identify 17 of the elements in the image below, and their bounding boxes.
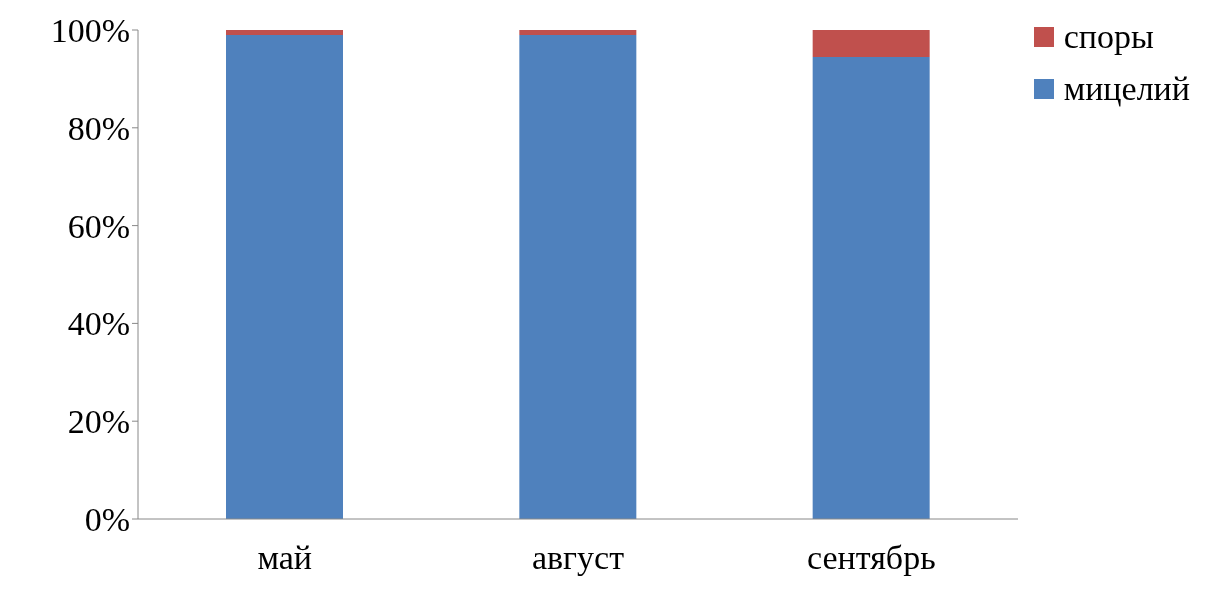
bar bbox=[812, 30, 930, 57]
x-tick-label: май bbox=[257, 539, 312, 577]
y-tick-label: 100% bbox=[50, 12, 130, 50]
legend-label: мицелий bbox=[1063, 70, 1190, 108]
bar bbox=[519, 30, 637, 35]
y-tick-label: 80% bbox=[67, 109, 130, 147]
bar bbox=[226, 34, 343, 519]
bar bbox=[226, 30, 343, 35]
bar bbox=[812, 56, 930, 519]
y-tick-label: 60% bbox=[67, 207, 130, 245]
x-tick-label: август bbox=[531, 539, 625, 577]
y-tick-label: 20% bbox=[67, 403, 130, 441]
y-tick-label: 0% bbox=[84, 501, 130, 539]
bar bbox=[519, 34, 637, 519]
x-tick-label: сентябрь bbox=[807, 539, 936, 577]
legend-label: споры bbox=[1063, 18, 1154, 56]
y-tick-label: 40% bbox=[67, 305, 130, 343]
